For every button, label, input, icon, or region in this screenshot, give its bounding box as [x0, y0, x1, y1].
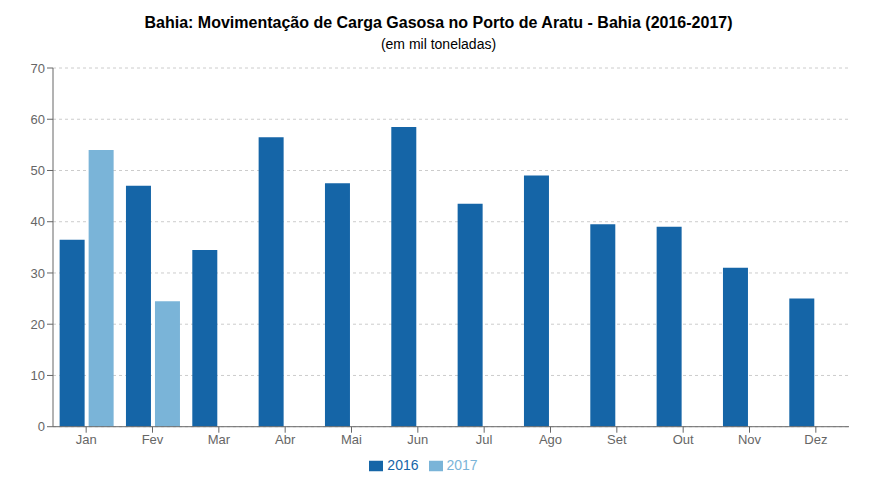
html-text:2017: 2017: [446, 456, 478, 473]
svg-text:Ago: Ago: [539, 432, 562, 447]
svg-text:70: 70: [31, 61, 45, 76]
svg-text:30: 30: [31, 266, 45, 281]
svg-text:40: 40: [31, 214, 45, 229]
svg-text:Jun: Jun: [407, 432, 428, 447]
svg-text:Jul: Jul: [476, 432, 493, 447]
svg-text:Mar: Mar: [208, 432, 231, 447]
svg-text:Nov: Nov: [738, 432, 762, 447]
svg-text:20: 20: [31, 317, 45, 332]
svg-text:60: 60: [31, 112, 45, 127]
svg-text:10: 10: [31, 368, 45, 383]
svg-text:Jan: Jan: [76, 432, 97, 447]
html-text:Bahia: Movimentação de Carga G: Bahia: Movimentação de Carga Gasosa no P…: [144, 14, 733, 31]
svg-text:Mai: Mai: [341, 432, 362, 447]
html-text:2016: 2016: [387, 456, 419, 473]
svg-text:Fev: Fev: [142, 432, 164, 447]
svg-text:50: 50: [31, 163, 45, 178]
svg-text:Out: Out: [673, 432, 694, 447]
svg-text:0: 0: [38, 419, 45, 434]
svg-text:Abr: Abr: [275, 432, 296, 447]
svg-text:Set: Set: [607, 432, 627, 447]
html-text:(em mil toneladas): (em mil toneladas): [380, 36, 497, 52]
svg-text:Dez: Dez: [804, 432, 827, 447]
